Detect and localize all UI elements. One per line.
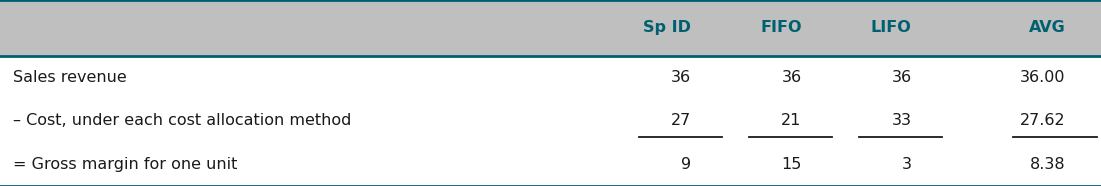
Text: 36.00: 36.00 [1021,70,1066,85]
Text: = Gross margin for one unit: = Gross margin for one unit [13,157,238,172]
Text: 21: 21 [781,113,802,128]
Text: – Cost, under each cost allocation method: – Cost, under each cost allocation metho… [13,113,351,128]
Text: Sales revenue: Sales revenue [13,70,127,85]
Text: FIFO: FIFO [760,20,802,35]
Text: 36: 36 [782,70,802,85]
Text: 33: 33 [892,113,912,128]
Text: Sp ID: Sp ID [643,20,691,35]
Text: 27.62: 27.62 [1021,113,1066,128]
Text: 9: 9 [682,157,691,172]
Text: 3: 3 [902,157,912,172]
Text: 27: 27 [672,113,691,128]
Text: 8.38: 8.38 [1031,157,1066,172]
Text: 36: 36 [672,70,691,85]
Bar [0,56,1101,186]
Text: LIFO: LIFO [871,20,912,35]
Text: AVG: AVG [1029,20,1066,35]
Text: 36: 36 [892,70,912,85]
Text: 15: 15 [781,157,802,172]
Bar [0,0,1101,56]
